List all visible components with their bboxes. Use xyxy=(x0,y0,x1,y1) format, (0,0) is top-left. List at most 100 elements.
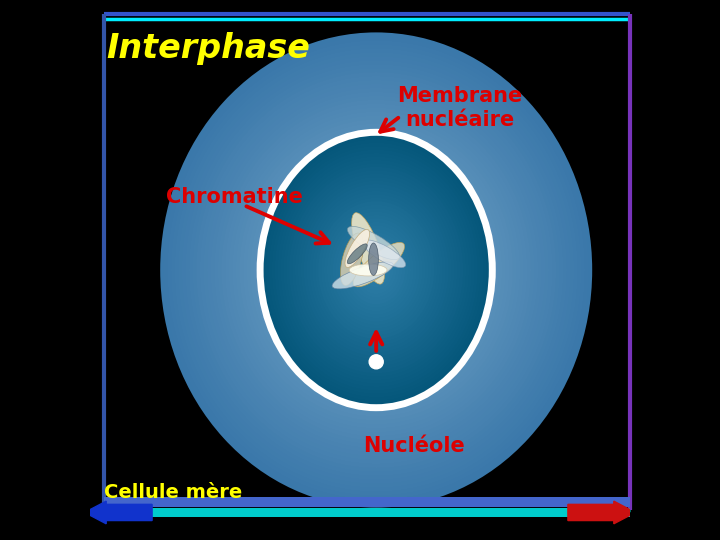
Text: Membrane
nucléaire: Membrane nucléaire xyxy=(397,86,523,130)
Ellipse shape xyxy=(344,234,409,306)
Ellipse shape xyxy=(354,246,397,294)
Ellipse shape xyxy=(167,40,585,500)
Ellipse shape xyxy=(258,139,495,401)
Ellipse shape xyxy=(312,194,440,346)
Ellipse shape xyxy=(261,143,491,397)
Ellipse shape xyxy=(210,88,541,452)
Ellipse shape xyxy=(344,232,408,308)
Ellipse shape xyxy=(333,222,419,318)
Ellipse shape xyxy=(363,240,405,268)
Bar xyxy=(104,508,630,517)
Ellipse shape xyxy=(297,183,456,357)
Ellipse shape xyxy=(207,84,546,456)
Ellipse shape xyxy=(373,266,380,274)
Ellipse shape xyxy=(294,179,459,361)
Ellipse shape xyxy=(364,256,388,284)
Ellipse shape xyxy=(359,250,395,290)
Ellipse shape xyxy=(367,260,385,280)
Ellipse shape xyxy=(178,52,575,488)
Ellipse shape xyxy=(265,147,488,393)
Ellipse shape xyxy=(275,159,477,381)
FancyArrow shape xyxy=(85,501,152,524)
Ellipse shape xyxy=(311,199,441,341)
Ellipse shape xyxy=(347,244,367,264)
Ellipse shape xyxy=(315,202,438,338)
Ellipse shape xyxy=(347,238,405,302)
Ellipse shape xyxy=(350,239,402,301)
Ellipse shape xyxy=(307,187,446,353)
Ellipse shape xyxy=(304,191,448,349)
Ellipse shape xyxy=(266,139,487,401)
Ellipse shape xyxy=(336,226,416,314)
Ellipse shape xyxy=(271,155,481,385)
Ellipse shape xyxy=(359,249,394,291)
Text: Interphase: Interphase xyxy=(107,32,310,65)
Ellipse shape xyxy=(189,64,563,476)
Ellipse shape xyxy=(160,32,593,508)
Ellipse shape xyxy=(289,175,463,365)
Ellipse shape xyxy=(268,151,485,389)
Text: Chromatine: Chromatine xyxy=(166,187,302,207)
Ellipse shape xyxy=(164,36,588,504)
Ellipse shape xyxy=(171,44,582,496)
Ellipse shape xyxy=(301,180,451,360)
Ellipse shape xyxy=(225,104,527,436)
Ellipse shape xyxy=(295,174,457,366)
Ellipse shape xyxy=(239,119,513,421)
Ellipse shape xyxy=(356,246,397,294)
Circle shape xyxy=(369,355,383,369)
Ellipse shape xyxy=(325,214,426,326)
Ellipse shape xyxy=(333,218,420,322)
Ellipse shape xyxy=(327,212,426,328)
Ellipse shape xyxy=(349,264,387,276)
Ellipse shape xyxy=(277,153,475,387)
Ellipse shape xyxy=(283,160,469,380)
Ellipse shape xyxy=(369,243,379,275)
Ellipse shape xyxy=(232,112,521,428)
Text: Cellule mère: Cellule mère xyxy=(104,483,242,502)
Ellipse shape xyxy=(196,72,557,468)
Ellipse shape xyxy=(315,198,437,342)
Ellipse shape xyxy=(251,131,503,409)
Ellipse shape xyxy=(351,213,384,284)
Ellipse shape xyxy=(365,258,387,282)
Ellipse shape xyxy=(199,76,553,464)
Ellipse shape xyxy=(332,262,393,289)
Ellipse shape xyxy=(203,80,549,460)
Ellipse shape xyxy=(279,163,474,377)
Ellipse shape xyxy=(217,96,534,444)
Ellipse shape xyxy=(298,177,454,363)
Ellipse shape xyxy=(307,195,445,345)
Ellipse shape xyxy=(361,253,391,287)
Text: Nucléole: Nucléole xyxy=(363,435,465,456)
Ellipse shape xyxy=(318,207,433,333)
Ellipse shape xyxy=(353,242,400,298)
Ellipse shape xyxy=(341,229,411,311)
Ellipse shape xyxy=(329,219,423,321)
Ellipse shape xyxy=(289,167,463,373)
Ellipse shape xyxy=(222,100,531,440)
Ellipse shape xyxy=(214,92,539,448)
Ellipse shape xyxy=(292,170,460,370)
FancyArrow shape xyxy=(568,501,635,524)
Ellipse shape xyxy=(336,222,417,318)
Ellipse shape xyxy=(301,187,452,353)
Ellipse shape xyxy=(263,136,490,404)
Ellipse shape xyxy=(347,235,405,305)
Ellipse shape xyxy=(260,132,492,408)
Ellipse shape xyxy=(253,136,498,404)
Ellipse shape xyxy=(318,201,434,339)
Ellipse shape xyxy=(181,56,571,484)
Ellipse shape xyxy=(324,208,428,332)
Ellipse shape xyxy=(246,127,505,413)
Ellipse shape xyxy=(348,226,400,260)
Ellipse shape xyxy=(330,215,423,325)
Ellipse shape xyxy=(370,263,382,277)
Ellipse shape xyxy=(260,132,492,408)
Ellipse shape xyxy=(287,171,467,369)
Ellipse shape xyxy=(192,68,560,472)
Ellipse shape xyxy=(345,230,369,267)
Ellipse shape xyxy=(362,254,390,286)
Ellipse shape xyxy=(282,167,470,373)
Ellipse shape xyxy=(304,184,449,356)
